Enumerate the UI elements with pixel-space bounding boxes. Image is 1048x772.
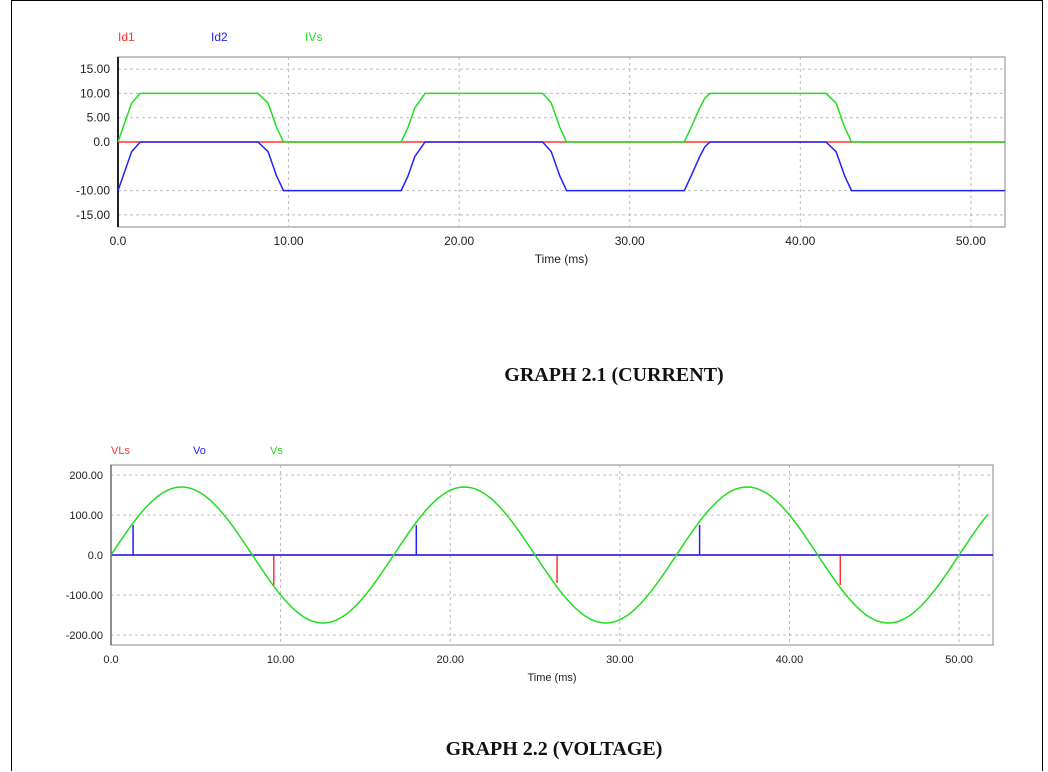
current-chart-ytick-label: 10.00 (80, 86, 110, 100)
current-chart-ytick-label: 0.0 (93, 135, 110, 149)
current-chart-x-axis-label: Time (ms) (535, 252, 589, 266)
voltage-chart-series-vls (111, 554, 993, 585)
voltage-chart-xtick-label: 30.00 (606, 654, 634, 666)
current-chart-xtick-label: 30.00 (615, 234, 645, 248)
current-chart-legend-id2: Id2 (211, 30, 228, 44)
voltage-chart-xtick-label: 50.00 (945, 654, 973, 666)
graph2-caption: GRAPH 2.2 (VOLTAGE) (445, 738, 663, 760)
voltage-chart-xtick-label: 20.00 (436, 654, 464, 666)
current-chart-ytick-label: -15.00 (76, 208, 110, 222)
current-chart-legend-ivs: IVs (305, 30, 322, 44)
voltage-chart-legend-vls: VLs (111, 445, 130, 457)
current-chart-xtick-label: 10.00 (274, 234, 304, 248)
voltage-chart-xtick-label: 40.00 (776, 654, 804, 666)
current-chart-xtick-label: 0.0 (110, 234, 127, 248)
voltage-chart-ytick-label: -200.00 (66, 630, 103, 642)
current-chart-legend-id1: Id1 (118, 30, 135, 44)
current-chart-ytick-label: -10.00 (76, 184, 110, 198)
voltage-chart-series-vs (110, 486, 989, 624)
voltage-chart-ytick-label: 0.0 (88, 550, 103, 562)
voltage-chart-legend-vs: Vs (270, 445, 283, 457)
current-chart-xtick-label: 20.00 (444, 234, 474, 248)
voltage-chart-ytick-label: 200.00 (69, 470, 103, 482)
voltage-chart-legend-vo: Vo (193, 445, 206, 457)
graph1-caption: GRAPH 2.1 (CURRENT) (504, 364, 724, 386)
voltage-chart-x-axis-label: Time (ms) (527, 672, 576, 684)
voltage-chart-xtick-label: 10.00 (267, 654, 295, 666)
voltage-chart-series-vo (111, 525, 993, 556)
voltage-chart-ytick-label: -100.00 (66, 590, 103, 602)
current-chart-xtick-label: 40.00 (785, 234, 815, 248)
page-frame (11, 0, 1043, 771)
current-chart-series-ivs (117, 92, 1005, 143)
current-chart-ytick-label: 15.00 (80, 62, 110, 76)
voltage-chart-ytick-label: 100.00 (69, 510, 103, 522)
current-chart-ytick-label: 5.00 (87, 111, 111, 125)
current-chart-series-id2 (117, 141, 1005, 192)
voltage-chart-xtick-label: 0.0 (103, 654, 118, 666)
current-chart-xtick-label: 50.00 (956, 234, 986, 248)
